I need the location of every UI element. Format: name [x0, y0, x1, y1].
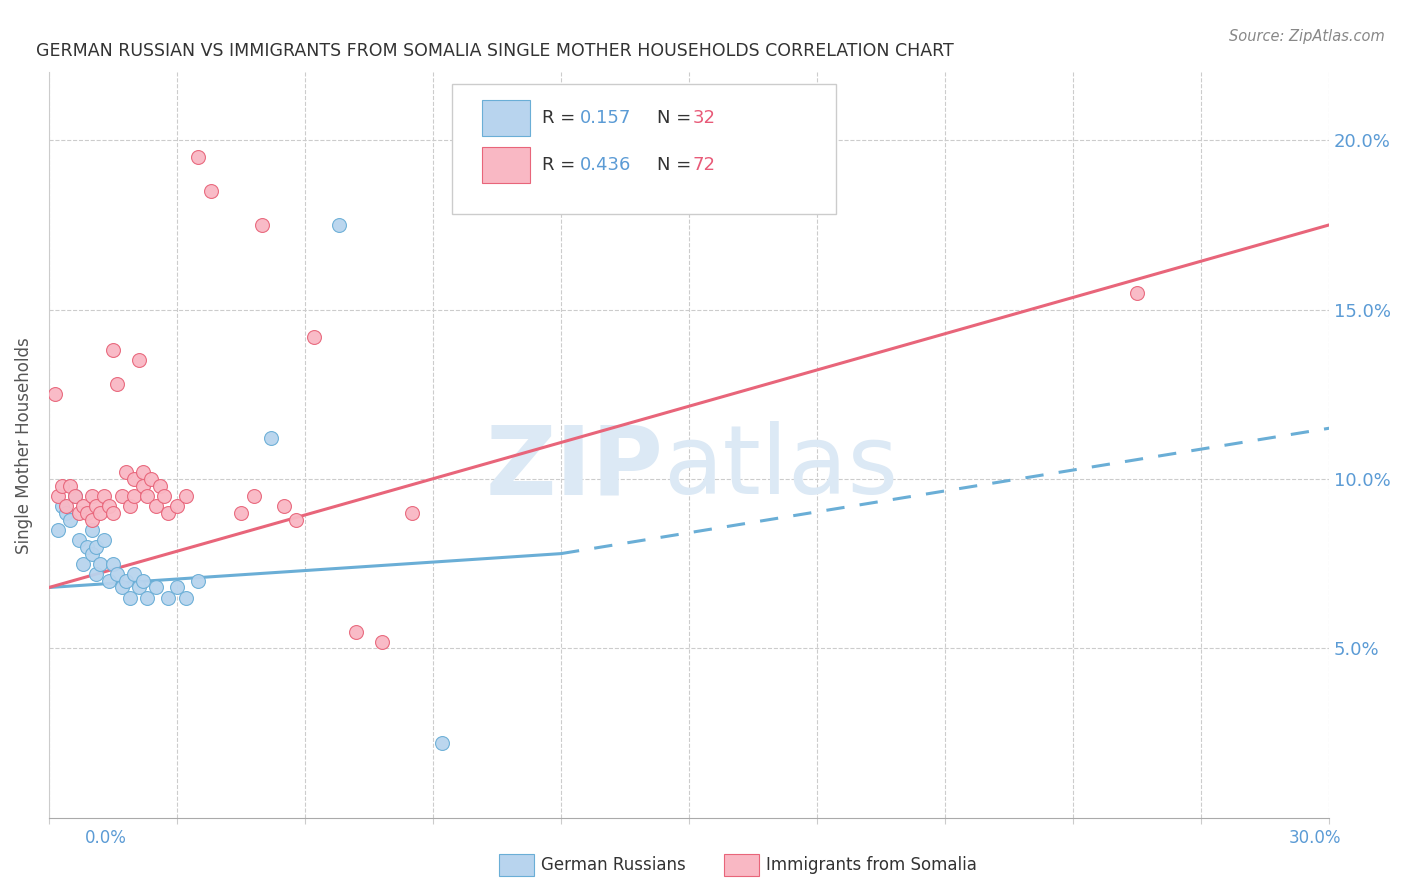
Point: [118, 499, 141, 513]
Text: German Russians: German Russians: [541, 856, 686, 874]
Point: [55, 499, 77, 513]
Point: [114, 465, 136, 479]
Text: Source: ZipAtlas.com: Source: ZipAtlas.com: [1229, 29, 1385, 44]
Point: [63, 489, 86, 503]
Point: [145, 499, 167, 513]
FancyBboxPatch shape: [482, 100, 530, 136]
FancyBboxPatch shape: [482, 147, 530, 183]
Point: [51, 479, 73, 493]
Point: [174, 489, 197, 503]
Text: ZIP: ZIP: [485, 421, 664, 514]
Point: [132, 479, 155, 493]
Point: [166, 499, 188, 513]
Point: [89, 506, 111, 520]
FancyBboxPatch shape: [453, 84, 837, 214]
Point: [260, 431, 283, 445]
Point: [430, 736, 453, 750]
Point: [157, 591, 180, 605]
Point: [187, 574, 209, 588]
Point: [80, 523, 103, 537]
Point: [118, 591, 141, 605]
Point: [285, 513, 308, 527]
Point: [80, 489, 103, 503]
Text: 0.157: 0.157: [581, 109, 631, 127]
Text: 32: 32: [693, 109, 716, 127]
Point: [76, 540, 98, 554]
Point: [110, 581, 132, 595]
Point: [132, 465, 155, 479]
Point: [105, 377, 128, 392]
Point: [59, 479, 82, 493]
Point: [128, 353, 150, 368]
Text: atlas: atlas: [664, 421, 898, 514]
Point: [55, 506, 77, 520]
Point: [145, 581, 167, 595]
Point: [67, 506, 90, 520]
Point: [59, 513, 82, 527]
Point: [46, 523, 69, 537]
Point: [328, 218, 350, 232]
Text: R =: R =: [541, 109, 586, 127]
Point: [132, 574, 155, 588]
Point: [101, 506, 124, 520]
Point: [44, 387, 66, 401]
Point: [128, 581, 150, 595]
Point: [1126, 285, 1149, 300]
Point: [243, 489, 266, 503]
Point: [80, 547, 103, 561]
Point: [51, 499, 73, 513]
Point: [89, 557, 111, 571]
Point: [136, 489, 159, 503]
Point: [63, 489, 86, 503]
Point: [84, 499, 107, 513]
Point: [136, 591, 159, 605]
Point: [401, 506, 423, 520]
Point: [80, 513, 103, 527]
Text: 0.436: 0.436: [581, 156, 631, 174]
Point: [84, 566, 107, 581]
Point: [105, 566, 128, 581]
Point: [46, 489, 69, 503]
Text: Immigrants from Somalia: Immigrants from Somalia: [766, 856, 977, 874]
Point: [93, 489, 115, 503]
Point: [76, 506, 98, 520]
Point: [166, 581, 188, 595]
Point: [153, 489, 176, 503]
Point: [149, 479, 172, 493]
Point: [93, 533, 115, 547]
Text: 0.0%: 0.0%: [84, 829, 127, 847]
Point: [273, 499, 295, 513]
Text: GERMAN RUSSIAN VS IMMIGRANTS FROM SOMALIA SINGLE MOTHER HOUSEHOLDS CORRELATION C: GERMAN RUSSIAN VS IMMIGRANTS FROM SOMALI…: [37, 42, 953, 60]
Point: [101, 557, 124, 571]
Text: R =: R =: [541, 156, 586, 174]
Point: [101, 343, 124, 358]
Point: [124, 489, 146, 503]
Point: [110, 489, 132, 503]
Point: [84, 540, 107, 554]
Point: [252, 218, 274, 232]
Point: [229, 506, 252, 520]
Point: [344, 624, 367, 639]
Point: [124, 566, 146, 581]
Point: [97, 499, 120, 513]
Text: 30.0%: 30.0%: [1288, 829, 1341, 847]
Point: [124, 472, 146, 486]
Text: N =: N =: [657, 109, 697, 127]
Point: [97, 574, 120, 588]
Point: [67, 533, 90, 547]
Point: [187, 150, 209, 164]
Point: [141, 472, 163, 486]
Point: [200, 184, 222, 198]
Text: 72: 72: [693, 156, 716, 174]
Point: [72, 557, 94, 571]
Point: [72, 499, 94, 513]
Text: N =: N =: [657, 156, 697, 174]
Point: [174, 591, 197, 605]
Point: [157, 506, 180, 520]
Y-axis label: Single Mother Households: Single Mother Households: [15, 337, 32, 554]
Point: [371, 634, 394, 648]
Point: [302, 330, 325, 344]
Point: [114, 574, 136, 588]
